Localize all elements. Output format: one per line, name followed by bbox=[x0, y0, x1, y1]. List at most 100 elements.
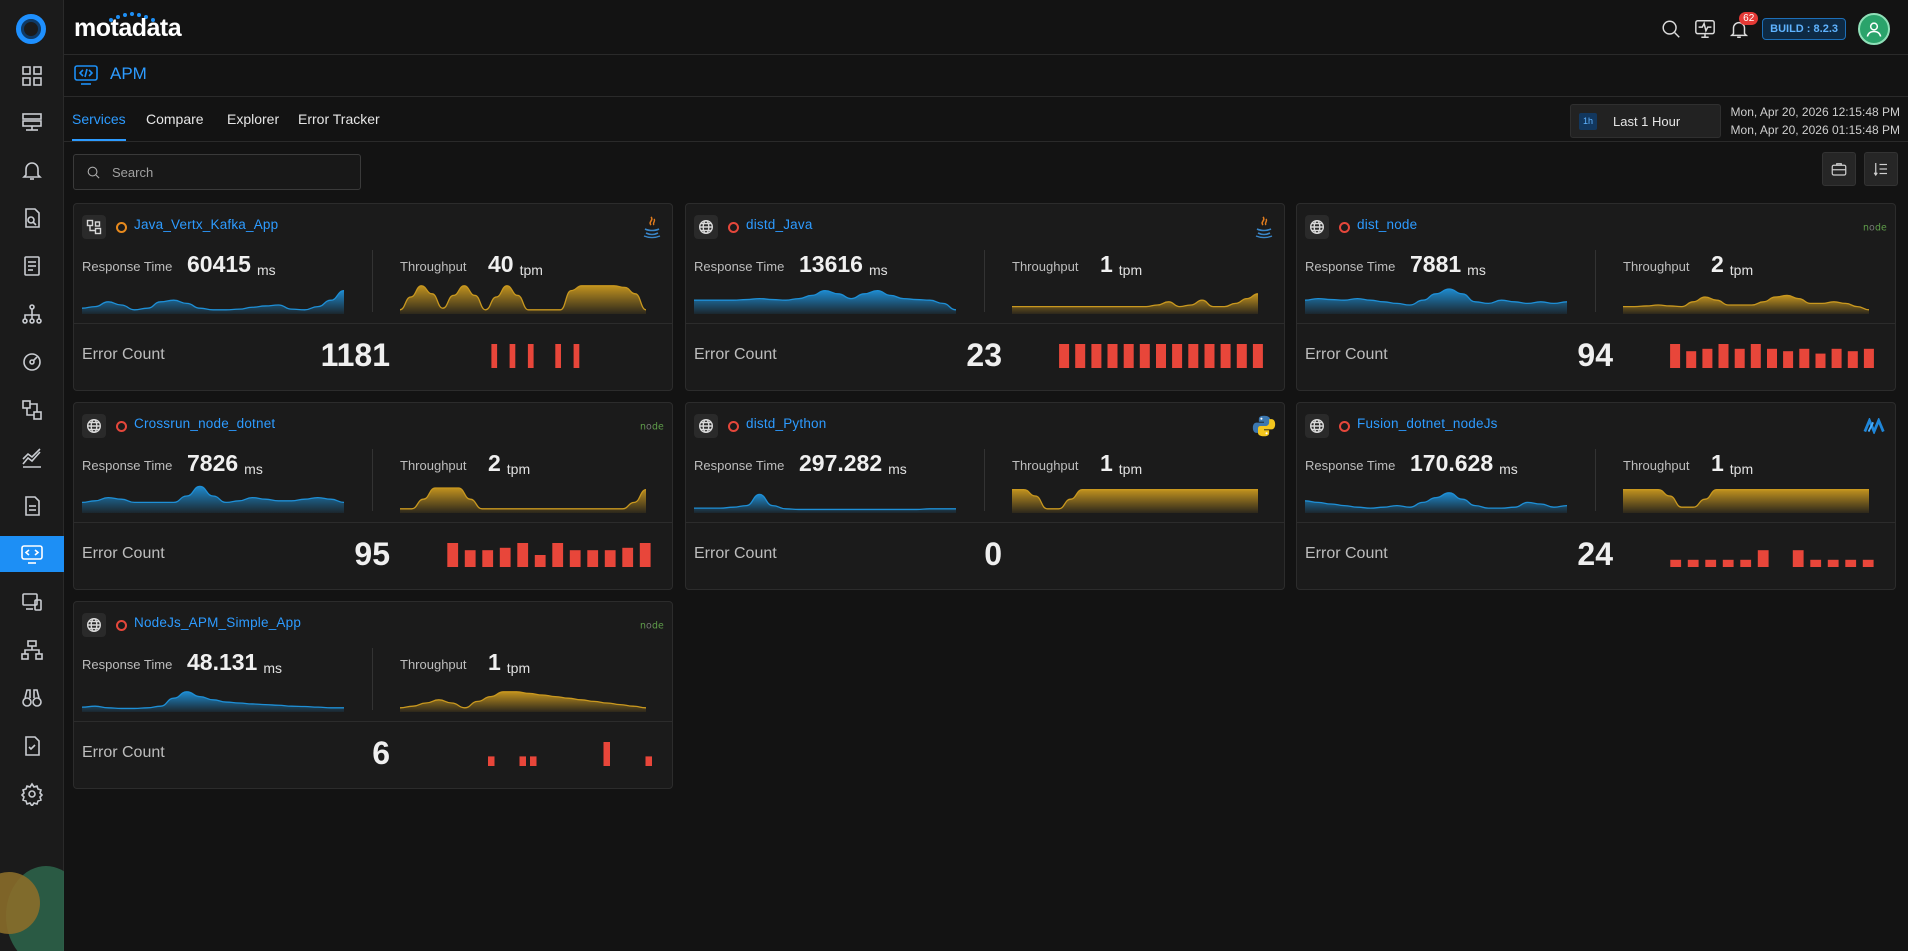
service-card[interactable]: distd_Java Response Time 13616 ms Throughput… bbox=[685, 203, 1285, 391]
service-name-link[interactable]: dist_node bbox=[1357, 217, 1418, 232]
response-time-sparkline-container bbox=[81, 678, 344, 712]
sidebar-item-metric[interactable] bbox=[0, 440, 64, 476]
app-logo-icon[interactable] bbox=[16, 14, 46, 44]
tab-explorer[interactable]: Explorer bbox=[227, 111, 280, 127]
throughput-sparkline bbox=[1011, 293, 1259, 314]
time-range-selector[interactable]: 1h Last 1 Hour bbox=[1570, 104, 1721, 138]
service-card[interactable]: Java_Vertx_Kafka_App Response Time 60415 ms… bbox=[73, 203, 673, 391]
response-time-sparkline-container bbox=[81, 280, 345, 314]
error-bars-container bbox=[1056, 543, 1266, 571]
search-box bbox=[73, 154, 361, 190]
notifications-bell-icon[interactable]: 62 bbox=[1728, 12, 1759, 40]
response-time-sparkline-container bbox=[1304, 280, 1568, 314]
error-count-bars bbox=[447, 543, 651, 567]
service-name-link[interactable]: NodeJs_APM_Simple_App bbox=[134, 615, 302, 630]
error-count-label: Error Count bbox=[694, 346, 777, 363]
error-bar bbox=[1783, 351, 1794, 368]
throughput-sparkline-container bbox=[1011, 280, 1259, 314]
sort-list-icon bbox=[1873, 163, 1887, 177]
error-count-bars bbox=[1670, 550, 1874, 567]
error-bar bbox=[1686, 351, 1697, 368]
sidebar-item-settings[interactable] bbox=[0, 776, 64, 812]
sidebar-item-apm[interactable] bbox=[0, 536, 64, 572]
sidebar-item-topology[interactable] bbox=[0, 296, 64, 332]
briefcase-button[interactable] bbox=[1822, 152, 1856, 186]
error-bar bbox=[534, 555, 546, 567]
sidebar-item-checklist[interactable] bbox=[0, 728, 64, 764]
sort-button[interactable] bbox=[1864, 152, 1898, 186]
gauge-icon bbox=[23, 353, 41, 371]
card-divider bbox=[686, 323, 1284, 324]
sidebar-item-flow[interactable] bbox=[0, 392, 64, 428]
java-icon bbox=[640, 214, 664, 240]
throughput-label: Throughput bbox=[1623, 259, 1690, 274]
sidebar-item-binoculars[interactable] bbox=[0, 680, 64, 716]
error-count-label: Error Count bbox=[82, 744, 165, 761]
metric-divider bbox=[372, 250, 373, 312]
response-time-sparkline-area bbox=[82, 486, 344, 513]
card-divider bbox=[1297, 522, 1895, 523]
throughput-unit: tpm bbox=[1118, 461, 1143, 477]
service-name-link[interactable]: Java_Vertx_Kafka_App bbox=[134, 217, 279, 232]
monitor-pulse-icon[interactable] bbox=[1694, 18, 1716, 40]
tab-services[interactable]: Services bbox=[72, 111, 126, 127]
error-bar bbox=[1750, 344, 1761, 368]
sidebar-item-bell[interactable] bbox=[0, 152, 64, 188]
error-bar bbox=[1139, 344, 1150, 368]
sidebar-item-home-grid[interactable] bbox=[0, 58, 64, 94]
service-name-link[interactable]: distd_Java bbox=[746, 217, 813, 232]
error-bar bbox=[1059, 344, 1070, 368]
sidebar-item-servers[interactable] bbox=[0, 104, 64, 140]
globe-icon bbox=[1305, 414, 1329, 438]
globe-icon bbox=[694, 414, 718, 438]
response-time-sparkline-line bbox=[694, 493, 956, 511]
service-card[interactable]: NodeJs_APM_Simple_App n o d e Response Time 48… bbox=[73, 601, 673, 789]
error-bar bbox=[447, 543, 459, 567]
response-time-label: Response Time bbox=[694, 458, 785, 473]
service-name-link[interactable]: Fusion_dotnet_nodeJs bbox=[1357, 416, 1498, 431]
sidebar-item-report[interactable] bbox=[0, 248, 64, 284]
response-time-sparkline-container bbox=[1304, 479, 1568, 513]
service-name-link[interactable]: Crossrun_node_dotnet bbox=[134, 416, 276, 431]
response-time-sparkline-line bbox=[1304, 492, 1568, 509]
brand-logo[interactable]: motadata bbox=[74, 14, 182, 42]
response-time-sparkline bbox=[81, 289, 345, 314]
throughput-sparkline-line bbox=[1011, 293, 1259, 308]
throughput-value: 1 bbox=[1711, 450, 1724, 476]
tab-bar: Services Compare Explorer Error Tracker … bbox=[64, 97, 1908, 142]
service-card[interactable]: distd_Python Response Time 297.282 ms Throug… bbox=[685, 402, 1285, 590]
sidebar-decoration bbox=[0, 866, 64, 951]
network-icon bbox=[21, 640, 43, 660]
error-bar bbox=[555, 344, 561, 368]
response-time-sparkline bbox=[1304, 492, 1568, 513]
tab-error-tracker[interactable]: Error Tracker bbox=[298, 111, 380, 127]
search-icon[interactable] bbox=[1660, 18, 1682, 40]
search-input[interactable] bbox=[112, 161, 352, 183]
error-bar bbox=[491, 344, 498, 368]
briefcase-icon bbox=[1831, 163, 1847, 176]
error-bar bbox=[527, 344, 534, 368]
sidebar-item-file-search[interactable] bbox=[0, 200, 64, 236]
user-avatar[interactable] bbox=[1858, 13, 1890, 45]
error-bar bbox=[603, 742, 610, 766]
error-count-value: 6 bbox=[372, 735, 390, 771]
error-bar bbox=[1188, 344, 1199, 368]
sidebar-item-monitor[interactable] bbox=[0, 584, 64, 620]
service-card[interactable]: Fusion_dotnet_nodeJs Response Time 170.628… bbox=[1296, 402, 1896, 590]
error-bar bbox=[1075, 344, 1086, 368]
response-time-sparkline-line bbox=[81, 691, 344, 710]
sidebar-item-document[interactable] bbox=[0, 488, 64, 524]
error-count-label: Error Count bbox=[82, 545, 165, 562]
service-card[interactable]: Crossrun_node_dotnet n o d e Response Time 782… bbox=[73, 402, 673, 590]
tab-compare[interactable]: Compare bbox=[146, 111, 204, 127]
service-name-link[interactable]: distd_Python bbox=[746, 416, 827, 431]
home-grid-icon bbox=[22, 66, 42, 86]
sidebar-item-network[interactable] bbox=[0, 632, 64, 668]
response-time-sparkline-container bbox=[694, 280, 957, 314]
error-bar bbox=[569, 550, 581, 567]
service-card[interactable]: dist_node n o d e Response Time 7881 ms Throughp… bbox=[1296, 203, 1896, 391]
notification-count-badge: 62 bbox=[1739, 12, 1759, 25]
sidebar-item-gauge[interactable] bbox=[0, 344, 64, 380]
